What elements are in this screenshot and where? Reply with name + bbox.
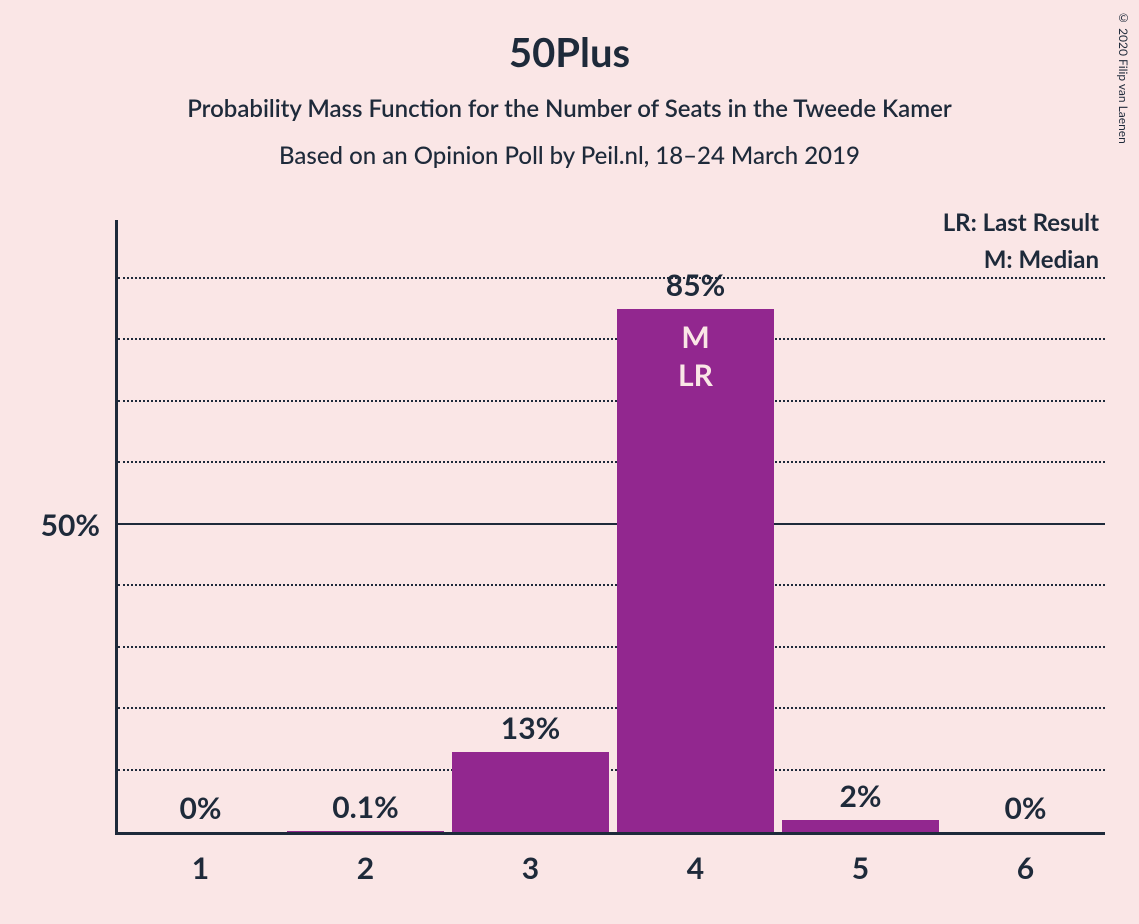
gridline-major <box>118 523 1105 525</box>
gridline-minor <box>118 707 1105 709</box>
gridline-minor <box>118 769 1105 771</box>
bar-value-label: 0% <box>122 790 279 832</box>
gridline-minor <box>118 338 1105 340</box>
x-axis-label: 2 <box>283 832 448 886</box>
gridline-minor <box>118 461 1105 463</box>
x-axis-label: 1 <box>118 832 283 886</box>
copyright-text: © 2020 Filip van Laenen <box>1116 10 1131 144</box>
x-axis-label: 3 <box>448 832 613 886</box>
gridline-minor <box>118 277 1105 279</box>
x-axis-label: 6 <box>943 832 1108 886</box>
bar-value-label: 0.1% <box>287 789 444 831</box>
legend-m: M: Median <box>943 241 1099 278</box>
chart-title: 50Plus <box>0 0 1139 76</box>
plot-region: LR: Last Result M: Median 50%0%10.1%213%… <box>115 220 1105 835</box>
gridline-minor <box>118 646 1105 648</box>
bar-value-label: 85% <box>617 267 774 309</box>
x-axis-label: 4 <box>613 832 778 886</box>
bar: 2% <box>782 820 939 832</box>
bar: 13% <box>452 752 609 832</box>
bar: 85%MLR <box>617 309 774 832</box>
bar-value-label: 0% <box>947 790 1104 832</box>
gridline-minor <box>118 584 1105 586</box>
chart-subtitle-2: Based on an Opinion Poll by Peil.nl, 18–… <box>0 123 1139 170</box>
chart-subtitle: Probability Mass Function for the Number… <box>0 76 1139 123</box>
legend: LR: Last Result M: Median <box>943 204 1099 278</box>
bar-value-label: 13% <box>452 710 609 752</box>
bar-annotation: MLR <box>617 319 774 394</box>
y-axis-label: 50% <box>41 507 118 543</box>
gridline-minor <box>118 400 1105 402</box>
chart-area: LR: Last Result M: Median 50%0%10.1%213%… <box>115 220 1105 835</box>
x-axis-label: 5 <box>778 832 943 886</box>
bar-value-label: 2% <box>782 778 939 820</box>
legend-lr: LR: Last Result <box>943 204 1099 241</box>
